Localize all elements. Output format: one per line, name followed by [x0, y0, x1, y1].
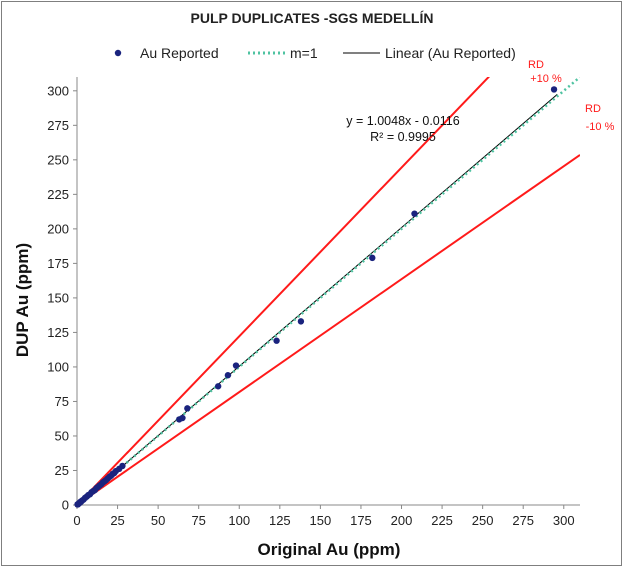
legend: Au Reported m=1 Linear (Au Reported) — [114, 45, 516, 61]
legend-marker-au-reported — [114, 49, 122, 57]
x-axis-title: Original Au (ppm) — [258, 540, 401, 559]
rd-plus-label-line1: RD — [528, 59, 544, 71]
y-tick-label: 150 — [47, 290, 69, 305]
data-point — [119, 462, 126, 470]
x-tick-label: 275 — [512, 513, 534, 528]
x-tick-label: 25 — [110, 513, 124, 528]
x-tick-label: 300 — [553, 513, 575, 528]
x-tick-label: 200 — [391, 513, 413, 528]
rd-minus-10-line — [77, 154, 580, 505]
y-tick-label: 50 — [55, 428, 69, 443]
y-tick-label: 175 — [47, 256, 69, 271]
y-tick-label: 0 — [62, 498, 69, 513]
x-tick-label: 75 — [191, 513, 205, 528]
data-point — [214, 383, 222, 390]
legend-label-m1: m=1 — [290, 45, 318, 61]
data-point — [297, 318, 305, 325]
y-tick-label: 225 — [47, 187, 69, 202]
x-tick-label: 225 — [431, 513, 453, 528]
y-tick-label: 75 — [55, 394, 69, 409]
legend-label-linear: Linear (Au Reported) — [385, 45, 516, 61]
y-tick-label: 100 — [47, 359, 69, 374]
m1-line — [77, 77, 580, 505]
data-point — [550, 86, 558, 93]
data-point — [411, 210, 418, 217]
data-point — [369, 254, 376, 262]
regression-equation: y = 1.0048x - 0.0116 — [346, 114, 459, 128]
y-tick-group: 0 25 50 75 100 125 150 175 200 225 250 275 300 — [47, 83, 77, 513]
y-tick-label: 125 — [47, 325, 69, 340]
rd-plus-label-line2: +10 % — [530, 73, 562, 85]
data-point — [224, 372, 232, 379]
x-tick-label: 175 — [350, 513, 372, 528]
y-tick-label: 275 — [47, 118, 69, 133]
x-tick-label: 125 — [269, 513, 291, 528]
legend-label-au-reported: Au Reported — [140, 45, 219, 61]
chart-title: PULP DUPLICATES -SGS MEDELLÍN — [191, 10, 434, 26]
data-point — [273, 337, 280, 344]
line-group — [77, 77, 580, 505]
point-group — [74, 86, 558, 508]
x-tick-group: 0 25 50 75 100 125 150 175 200 225 250 275 300 — [73, 505, 575, 528]
x-tick-label: 100 — [228, 513, 250, 528]
data-point — [179, 414, 186, 422]
y-tick-label: 25 — [55, 463, 69, 478]
y-tick-label: 200 — [47, 221, 69, 236]
rd-minus-label-line1: RD — [585, 103, 601, 115]
y-tick-label: 300 — [47, 83, 69, 98]
data-point — [184, 405, 191, 412]
y-tick-label: 250 — [47, 152, 69, 167]
x-tick-label: 0 — [73, 513, 80, 528]
rd-plus-10-line — [77, 77, 491, 505]
regression-r-squared: R² = 0.9995 — [370, 130, 436, 144]
x-tick-label: 50 — [151, 513, 165, 528]
data-point — [232, 362, 240, 369]
y-axis-title: DUP Au (ppm) — [13, 243, 32, 357]
x-tick-label: 250 — [472, 513, 494, 528]
x-tick-label: 150 — [310, 513, 332, 528]
rd-minus-label-line2: -10 % — [586, 121, 615, 133]
